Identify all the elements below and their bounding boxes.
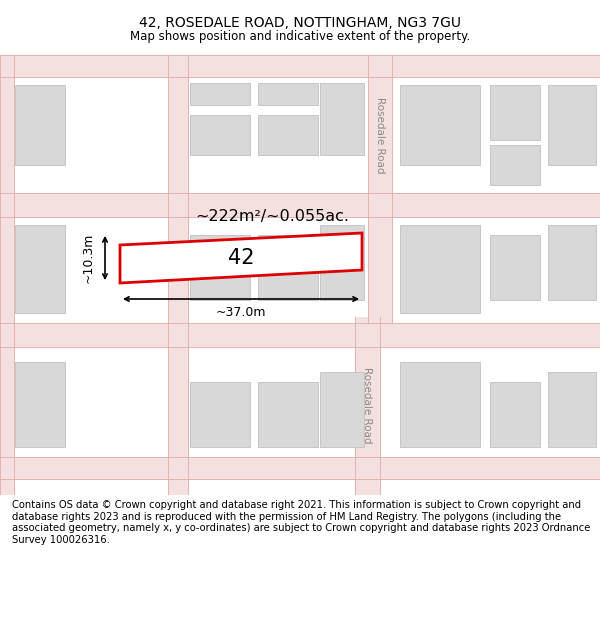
Bar [490, 382, 540, 447]
Bar [0, 457, 600, 479]
Bar [548, 225, 596, 300]
Bar [0, 193, 600, 217]
Bar [15, 85, 65, 165]
Text: Rosedale Road: Rosedale Road [375, 97, 385, 173]
Bar [400, 85, 480, 165]
Text: ~10.3m: ~10.3m [82, 232, 95, 283]
Bar [0, 55, 14, 495]
Bar [548, 85, 596, 165]
Bar [190, 83, 250, 105]
Bar [320, 83, 364, 155]
Bar [490, 145, 540, 185]
Bar [190, 382, 250, 447]
Bar [0, 55, 600, 77]
Text: ~37.0m: ~37.0m [216, 306, 266, 319]
Polygon shape [120, 233, 362, 283]
Text: Contains OS data © Crown copyright and database right 2021. This information is : Contains OS data © Crown copyright and d… [12, 500, 590, 545]
Bar [190, 235, 250, 300]
Bar [320, 225, 364, 300]
Bar [258, 115, 318, 155]
Bar [190, 115, 250, 155]
Bar [368, 55, 392, 323]
Bar [168, 55, 188, 495]
Text: Rosedale Road: Rosedale Road [362, 367, 372, 443]
Text: Map shows position and indicative extent of the property.: Map shows position and indicative extent… [130, 30, 470, 43]
Text: 42: 42 [228, 248, 254, 268]
Bar [258, 382, 318, 447]
Bar [15, 362, 65, 447]
Bar [320, 372, 364, 447]
Bar [355, 317, 380, 495]
Bar [258, 83, 318, 105]
Bar [548, 372, 596, 447]
Bar [0, 323, 600, 347]
Bar [490, 235, 540, 300]
Bar [490, 85, 540, 140]
Text: 42, ROSEDALE ROAD, NOTTINGHAM, NG3 7GU: 42, ROSEDALE ROAD, NOTTINGHAM, NG3 7GU [139, 16, 461, 30]
Bar [400, 362, 480, 447]
Bar [15, 225, 65, 313]
Text: ~222m²/~0.055ac.: ~222m²/~0.055ac. [195, 209, 349, 224]
Bar [400, 225, 480, 313]
Bar [258, 235, 318, 300]
